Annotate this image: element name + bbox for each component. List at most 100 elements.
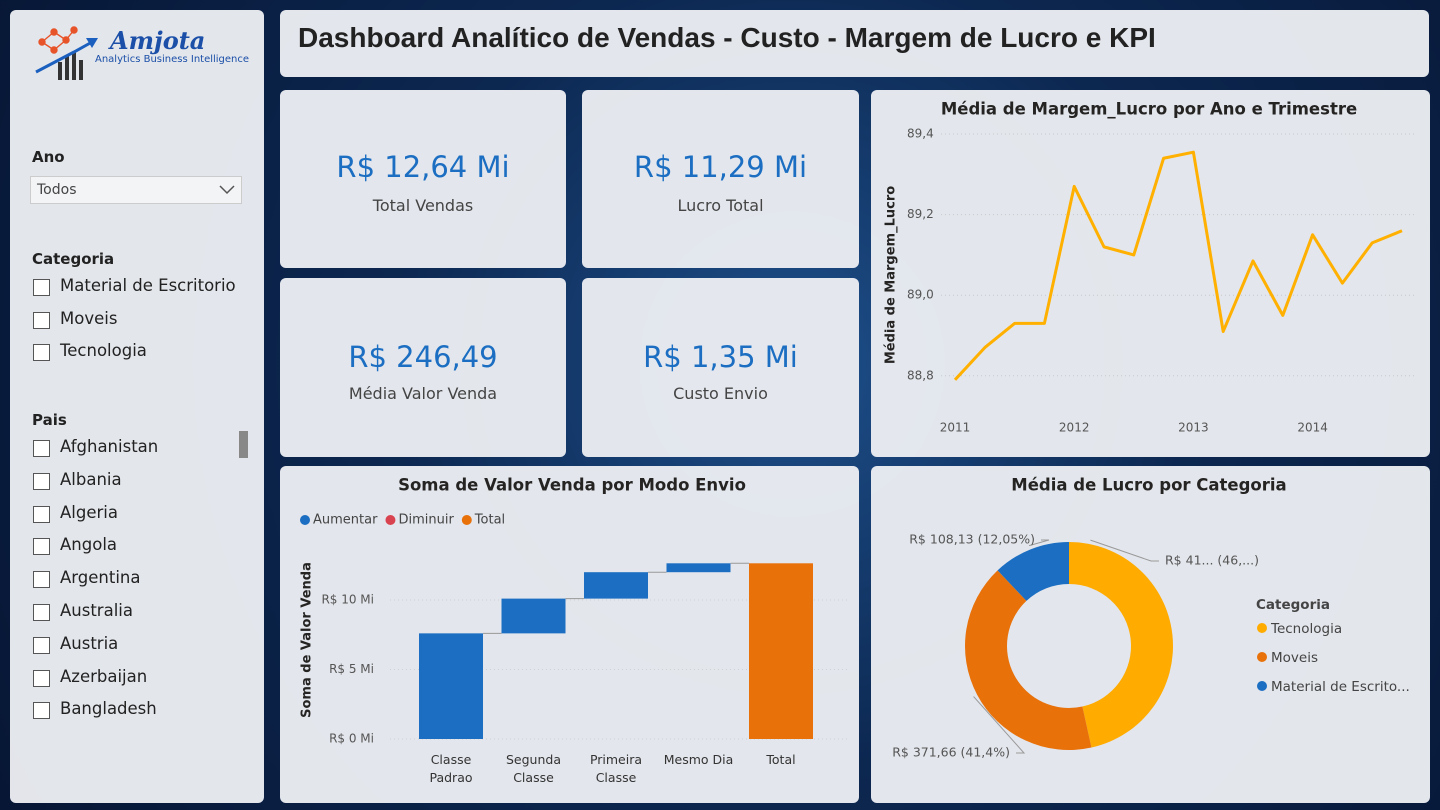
checkbox[interactable] <box>33 669 50 687</box>
kpi-label: Total Vendas <box>372 196 474 215</box>
header: Dashboard Analítico de Vendas - Custo - … <box>280 10 1429 77</box>
y-tick-label: R$ 10 Mi <box>321 593 374 607</box>
logo-icon <box>35 26 98 80</box>
checkbox[interactable] <box>33 636 50 654</box>
legend-marker <box>461 515 472 525</box>
filter-label: Pais <box>32 411 67 429</box>
x-tick-label: Total <box>766 752 796 767</box>
y-tick-label: R$ 5 Mi <box>329 662 374 676</box>
checkbox[interactable] <box>33 311 50 329</box>
donut-slice <box>965 570 1092 750</box>
kpi-value: R$ 1,35 Mi <box>643 340 798 374</box>
kpi-label: Média Valor Venda <box>348 384 498 403</box>
x-tick-label: 2014 <box>1297 421 1328 435</box>
x-tick-label: 2013 <box>1178 421 1209 435</box>
checkbox[interactable] <box>33 571 50 589</box>
legend-label: Diminuir <box>398 513 454 528</box>
option-label: Albania <box>60 469 122 489</box>
chart: Média de Lucro por Categoria R$ 41... (46… <box>892 476 1410 760</box>
x-tick-label: Segunda Classe <box>506 752 561 785</box>
checkbox[interactable] <box>33 440 50 457</box>
kpi-card: R$ 11,29 Mi Lucro Total <box>582 90 859 268</box>
data-label: R$ 108,13 (12,05%) <box>909 532 1035 547</box>
option-label: Afghanistan <box>60 437 159 456</box>
chart: Soma de Valor Venda por Modo Envio Aument… <box>300 476 850 746</box>
kpi-label: Lucro Total <box>677 196 764 215</box>
x-tick-label: Mesmo Dia <box>663 752 734 767</box>
checkbox[interactable] <box>33 472 50 490</box>
filter-label: Ano <box>32 148 65 166</box>
dropdown-value: Todos <box>37 182 77 198</box>
option-label: Moveis <box>60 308 118 328</box>
logo-tagline: Analytics Business Intelligence <box>95 54 250 65</box>
kpi-value: R$ 11,29 Mi <box>633 150 808 184</box>
kpi-card: R$ 246,49 Média Valor Venda <box>280 278 566 457</box>
option-label: Angola <box>60 535 118 555</box>
checkbox[interactable] <box>33 505 50 523</box>
x-tick-label: Primeira Classe <box>589 752 643 785</box>
x-tick-label: Classe Padrao <box>429 752 473 785</box>
filter-label: Categoria <box>32 250 115 268</box>
leader-line <box>1028 539 1050 547</box>
kpi-label: Custo Envio <box>673 384 768 403</box>
chart-title: Média de Lucro por Categoria <box>1011 476 1286 495</box>
checkbox[interactable] <box>33 538 50 556</box>
kpi-value: R$ 246,49 <box>348 340 498 374</box>
bar <box>584 572 648 599</box>
y-tick-label: 89,2 <box>907 207 934 221</box>
bar <box>749 563 813 739</box>
option-label: Algeria <box>60 502 118 522</box>
checkbox[interactable] <box>33 279 50 296</box>
bar <box>666 563 731 573</box>
country-list: Afghanistan Albania Algeria Angola Argentina… <box>10 10 264 742</box>
checkbox[interactable] <box>33 344 50 362</box>
data-label: R$ 41... (46,...) <box>1165 553 1259 568</box>
bar <box>501 598 566 634</box>
option-label: Tecnologia <box>60 341 147 361</box>
legend-marker <box>1257 681 1267 691</box>
option-label: Argentina <box>60 568 141 588</box>
y-tick-label: 89,4 <box>907 127 934 141</box>
option-label: Austria <box>60 633 119 653</box>
kpi-card: R$ 12,64 Mi Total Vendas <box>280 90 566 268</box>
line-panel: Média de Margem_Lucro por Ano e Trimestr… <box>871 90 1430 457</box>
data-label: R$ 371,66 (41,4%) <box>892 745 1010 760</box>
year-dropdown[interactable]: Todos <box>30 176 242 204</box>
y-axis-label: Média de Margem_Lucro <box>884 186 899 364</box>
logo-name: Amjota <box>110 26 206 55</box>
option-label: Azerbaijan <box>60 666 148 686</box>
legend-marker <box>300 515 310 525</box>
leader-line <box>1090 539 1159 562</box>
legend-marker <box>1257 652 1267 662</box>
dropdown-chevron <box>219 185 235 195</box>
waterfall-panel: Soma de Valor Venda por Modo Envio Aument… <box>280 466 859 803</box>
y-tick-label: R$ 0 Mi <box>329 732 374 746</box>
chart-title: Média de Margem_Lucro por Ano e Trimestr… <box>941 100 1357 119</box>
option-label: Bangladesh <box>60 699 157 719</box>
y-tick-label: 89,0 <box>907 288 934 302</box>
legend-marker <box>1257 623 1267 633</box>
donut-panel: Média de Lucro por Categoria R$ 41... (46… <box>871 466 1430 803</box>
line-series <box>953 150 1403 381</box>
scrollbar[interactable] <box>239 431 248 458</box>
donut-slice <box>997 542 1069 601</box>
y-axis-label: Soma de Valor Venda <box>300 562 315 718</box>
checkbox[interactable] <box>33 604 50 621</box>
legend-label: Total <box>474 513 505 528</box>
page-title: Dashboard Analítico de Vendas - Custo - … <box>298 22 1156 53</box>
donut-slice <box>1069 542 1173 748</box>
legend-label: Tecnologia <box>1270 621 1342 637</box>
chart: Média de Margem_Lucro por Ano e Trimestr… <box>884 100 1416 435</box>
checkbox[interactable] <box>33 702 50 720</box>
leader-line <box>973 696 1026 754</box>
y-tick-label: 88,8 <box>907 368 934 382</box>
option-label: Australia <box>60 601 133 620</box>
option-label: Material de Escritorio <box>60 276 236 295</box>
sidebar: Amjota Analytics Business Intelligence A… <box>10 10 264 803</box>
x-tick-label: 2012 <box>1059 421 1090 435</box>
legend-label: Moveis <box>1271 650 1318 666</box>
legend-marker <box>385 515 396 525</box>
legend-label: Aumentar <box>313 513 378 528</box>
x-tick-label: 2011 <box>940 421 971 435</box>
